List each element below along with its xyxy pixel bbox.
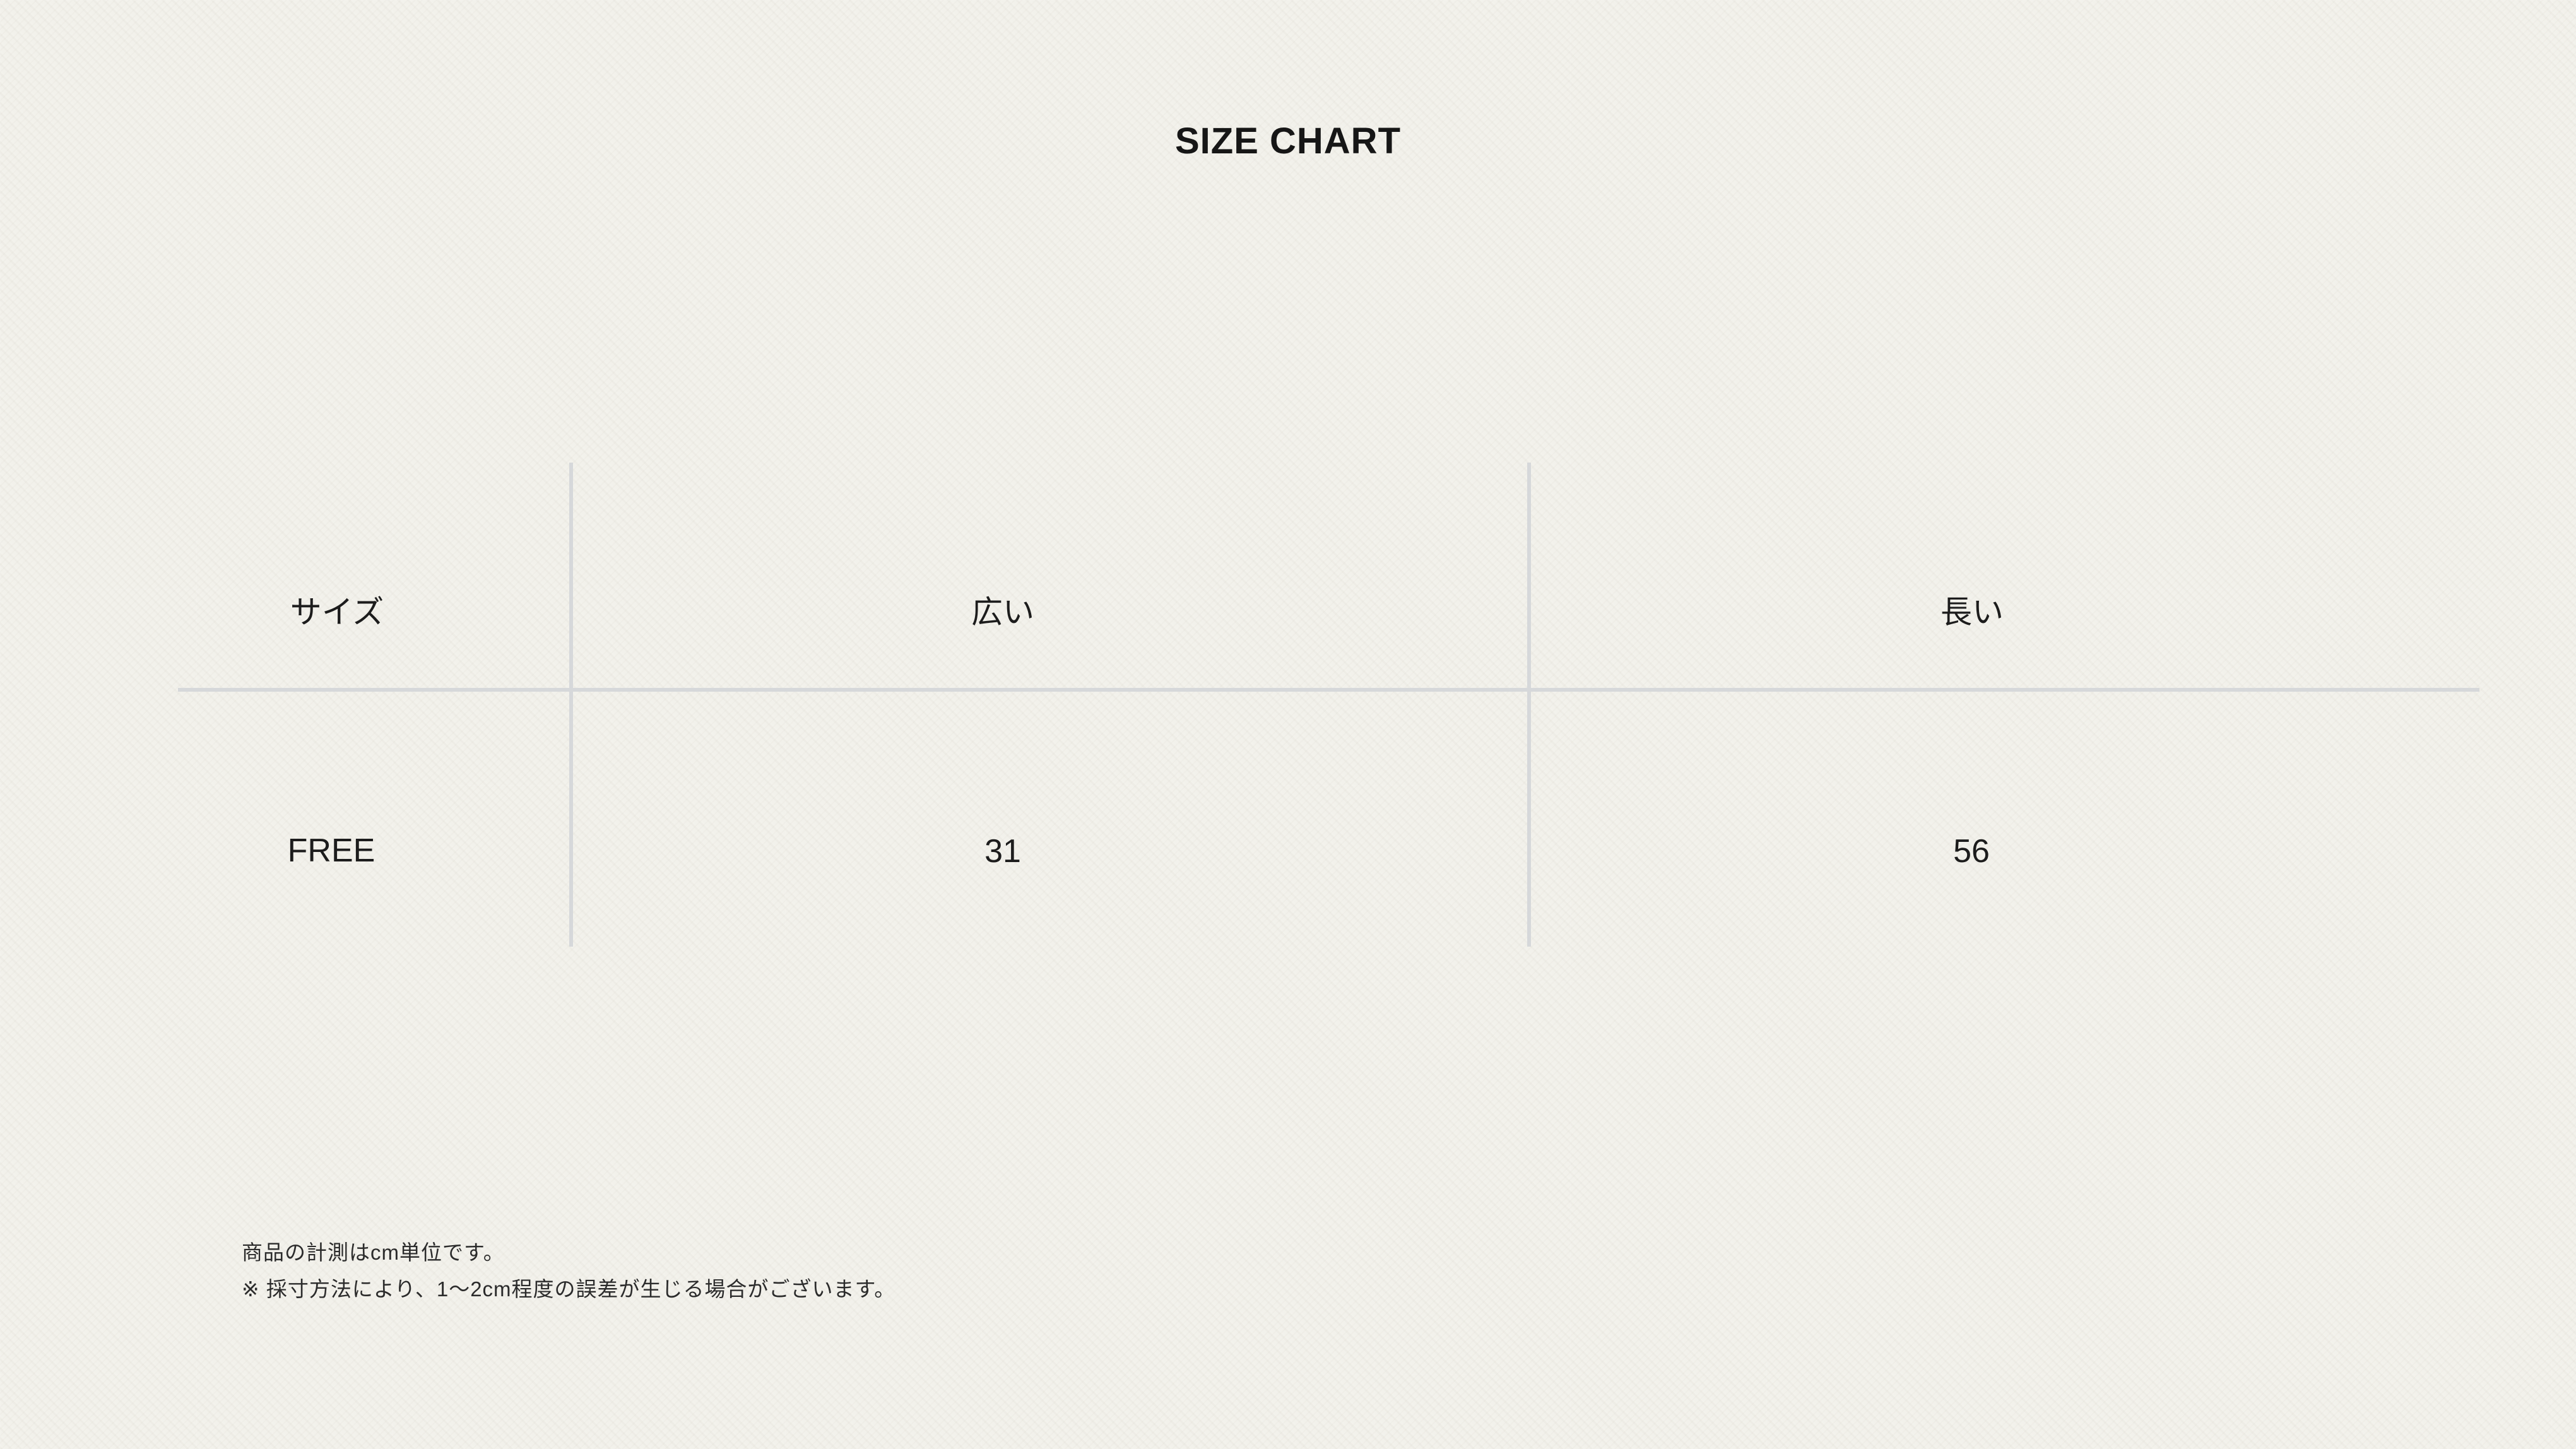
- data-cell-size-free: FREE: [287, 832, 375, 869]
- column-divider-2: [1527, 463, 1531, 947]
- header-cell-width: 広い: [971, 594, 1034, 630]
- measurement-tolerance-note: ※ 採寸方法により、1〜2cm程度の誤差が生じる場合がございます。: [242, 1277, 896, 1301]
- column-divider-1: [569, 463, 573, 947]
- page-title: SIZE CHART: [1175, 121, 1401, 162]
- data-cell-width-value: 31: [984, 833, 1021, 870]
- header-cell-size: サイズ: [290, 594, 384, 630]
- header-cell-length: 長い: [1941, 594, 2004, 630]
- measurement-unit-note: 商品の計測はcm単位です。: [242, 1241, 505, 1264]
- data-cell-length-value: 56: [1953, 833, 1990, 870]
- header-row-divider: [178, 688, 2479, 692]
